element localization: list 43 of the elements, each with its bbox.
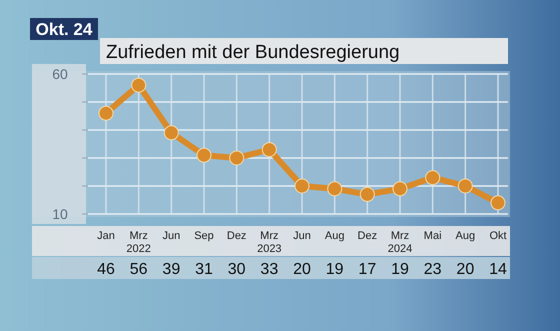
data-label: 46 (97, 261, 115, 278)
data-label: 14 (489, 261, 507, 278)
point (262, 142, 277, 158)
data-label: 30 (228, 261, 246, 278)
x-tick-label: Sep (194, 230, 214, 242)
y-tick-label: 10 (52, 206, 68, 222)
data-label: 56 (130, 261, 148, 278)
x-tick-label: Jun (293, 230, 311, 242)
chart-title: Zufrieden mit der Bundesregierung (106, 42, 400, 63)
x-tick-label: Jun (162, 230, 180, 242)
point (458, 178, 473, 194)
data-label: 20 (456, 261, 474, 278)
x-tick-label: Mrz 2022 (126, 230, 151, 255)
y-tick-label: 60 (52, 66, 68, 82)
point (327, 181, 342, 196)
data-label: 33 (260, 261, 278, 278)
data-label: 23 (424, 261, 442, 278)
data-label: 39 (162, 261, 180, 278)
point (490, 195, 506, 210)
data-label: 19 (326, 261, 344, 278)
data-label: 31 (195, 261, 213, 278)
point (98, 106, 114, 121)
x-tick-label: Dez (226, 230, 246, 242)
point (425, 170, 440, 186)
x-tick-label: Dez (358, 230, 378, 242)
data-label: 20 (293, 261, 311, 278)
point (164, 125, 179, 140)
x-tick-label: Aug (456, 230, 476, 242)
point (392, 181, 408, 196)
point (131, 78, 146, 93)
point (196, 148, 212, 163)
data-label: 19 (391, 261, 409, 278)
data-label: 17 (358, 261, 376, 278)
x-tick-label: Mrz 2024 (388, 230, 412, 255)
chart-subtitle: Okt. 24 (36, 20, 93, 39)
x-tick-label: Aug (324, 230, 344, 242)
point (294, 178, 310, 194)
point (360, 186, 375, 202)
point (229, 150, 244, 166)
x-tick-label: Mrz 2023 (257, 230, 282, 255)
x-tick-label: Okt (489, 230, 507, 242)
x-tick-label: Mai (424, 230, 442, 242)
x-tick-label: Jan (97, 230, 115, 242)
